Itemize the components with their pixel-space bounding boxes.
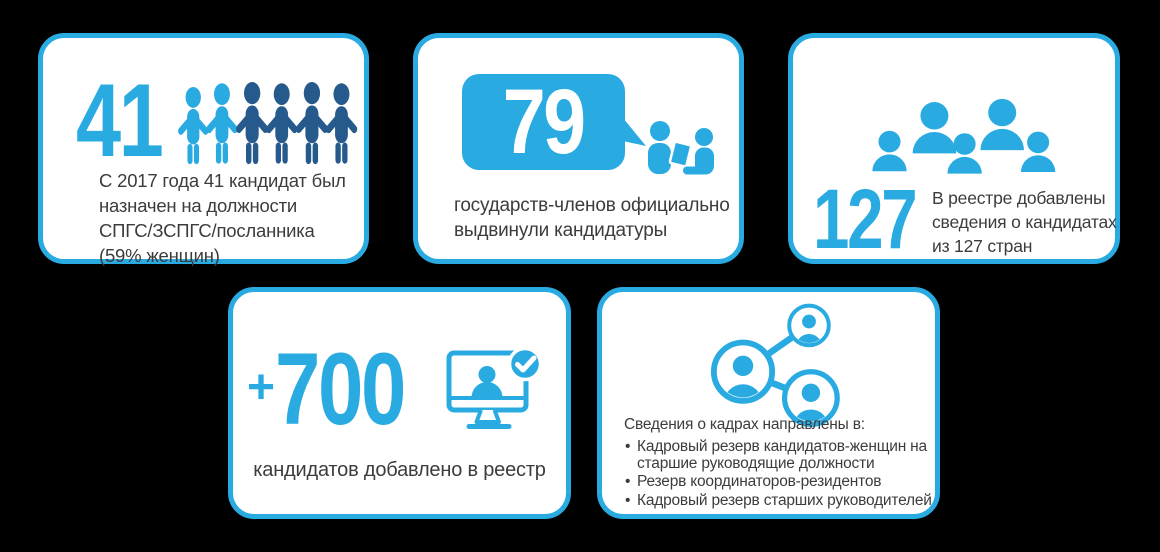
people-meeting-icon [648,121,714,175]
description-line: СПГС/ЗСПГС/посланника [99,220,315,241]
stat-number-text: 700 [275,332,406,446]
network-people-icon [702,300,850,432]
people-group-icon [872,98,1056,174]
stat-number-127: 127 [813,172,918,266]
description-line: из 127 стран [932,236,1033,256]
stat-description: В реестре добавлены сведения о кандидата… [932,186,1117,258]
speech-bubble-icon [462,74,714,175]
list-item: Резерв координаторов-резидентов [624,473,936,491]
stat-description: государств-членов официально выдвинули к… [454,193,730,243]
card-candidates-added: + 700 кандидатов добавлено в реестр [228,287,571,519]
description-line: сведения о кандидатах [932,212,1117,232]
description-line: С 2017 года 41 кандидат был [99,170,346,191]
description-line: назначен на должности [99,195,298,216]
talent-pool-list: Кадровый резерв кандидатов-женщин на ста… [624,438,936,511]
description-line: (59% женщин) [99,245,220,266]
stat-description: кандидатов добавлено в реестр [253,459,546,481]
card-nominations: 79 государств-членов официально выдвинул… [413,33,744,264]
list-item: Кадровый резерв кандидатов-женщин на ста… [624,438,936,472]
description-line: выдвинули кандидатуры [454,220,668,241]
card-registry-countries: 127 В реестре добавлены сведения о канди… [788,33,1120,264]
list-intro: Сведения о кадрах направлены в: [624,416,865,433]
card-talent-pools: Сведения о кадрах направлены в: Кадровый… [597,287,940,519]
plus-sign: + [247,361,276,414]
stat-number-41: 41 [76,63,164,179]
description-line: государств-членов официально [454,195,730,216]
list-item: Кадровый резерв старших руководителей [624,492,936,510]
description-line: В реестре добавлены [932,188,1106,208]
people-holding-hands-icon [177,82,359,166]
stat-number-text: 79 [503,71,586,173]
card-appointments: 41 С 2017 года 41 кандидат был на [38,33,369,266]
stat-number-700: + 700 [247,332,436,446]
checkmark-icon [515,355,537,373]
stat-number-79: 79 [462,74,625,170]
stat-description: С 2017 года 41 кандидат был назначен на … [99,168,346,268]
monitor-person-check-icon [446,349,542,429]
